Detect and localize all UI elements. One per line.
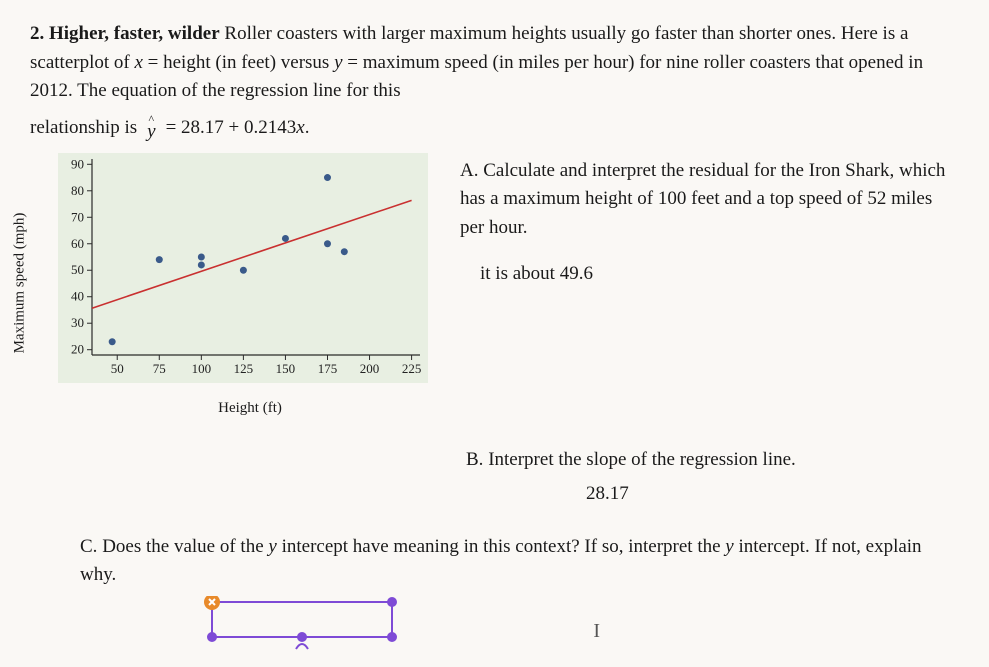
part-a-text: Calculate and interpret the residual for… xyxy=(460,160,945,238)
svg-text:100: 100 xyxy=(192,361,212,376)
x-axis-label: Height (ft) xyxy=(218,400,282,417)
part-c-text-2: intercept have meaning in this context? … xyxy=(277,536,725,557)
svg-text:30: 30 xyxy=(71,315,84,330)
svg-text:175: 175 xyxy=(318,361,338,376)
svg-text:40: 40 xyxy=(71,288,84,303)
scatterplot: Maximum speed (mph) 50751001251501752002… xyxy=(30,153,430,413)
part-c-y2: y xyxy=(725,536,733,557)
question-number: 2. xyxy=(30,23,44,44)
part-b-label: B. xyxy=(466,449,483,470)
svg-text:50: 50 xyxy=(71,262,84,277)
svg-text:125: 125 xyxy=(234,361,254,376)
annotation-svg xyxy=(200,596,420,651)
regression-equation-line: relationship is ^ y = 28.17 + 0.2143x. xyxy=(30,116,959,141)
question-intro: 2. Higher, faster, wilder Roller coaster… xyxy=(30,20,959,106)
svg-text:70: 70 xyxy=(71,209,84,224)
annotation-overlay[interactable]: I xyxy=(200,596,400,646)
part-a-label: A. xyxy=(460,160,478,181)
svg-text:80: 80 xyxy=(71,182,84,197)
svg-text:60: 60 xyxy=(71,235,84,250)
part-b-row: B. Interpret the slope of the regression… xyxy=(30,449,959,505)
relationship-prefix: relationship is xyxy=(30,117,137,139)
equation-body: = 28.17 + 0.2143x. xyxy=(166,117,310,139)
part-c-label: C. xyxy=(80,536,97,557)
y-hat-y: y xyxy=(147,122,155,141)
x-var: x xyxy=(134,52,142,73)
part-c-y1: y xyxy=(268,536,276,557)
svg-text:20: 20 xyxy=(71,341,84,356)
part-b-text: Interpret the slope of the regression li… xyxy=(483,449,795,470)
part-c: C. Does the value of the y intercept hav… xyxy=(80,533,959,646)
part-c-text-1: Does the value of the xyxy=(97,536,268,557)
part-b-answer: 28.17 xyxy=(586,483,796,505)
svg-text:150: 150 xyxy=(276,361,296,376)
svg-text:75: 75 xyxy=(153,361,166,376)
question-title: Higher, faster, wilder xyxy=(49,23,220,44)
plot-svg: 50 75 100 125 150 175 200 225 20 30 40 50 60 70 80 90 xyxy=(58,153,428,383)
svg-text:225: 225 xyxy=(402,361,422,376)
part-a-answer: it is about 49.6 xyxy=(480,260,959,289)
svg-text:50: 50 xyxy=(111,361,124,376)
svg-text:200: 200 xyxy=(360,361,380,376)
y-var: y xyxy=(334,52,342,73)
svg-text:90: 90 xyxy=(71,156,84,171)
y-hat: ^ y xyxy=(147,116,155,141)
y-axis-label: Maximum speed (mph) xyxy=(12,212,29,353)
part-a: A. Calculate and interpret the residual … xyxy=(460,157,959,243)
x-eq: = height (in feet) versus xyxy=(143,52,334,73)
text-cursor-icon: I xyxy=(593,616,600,646)
